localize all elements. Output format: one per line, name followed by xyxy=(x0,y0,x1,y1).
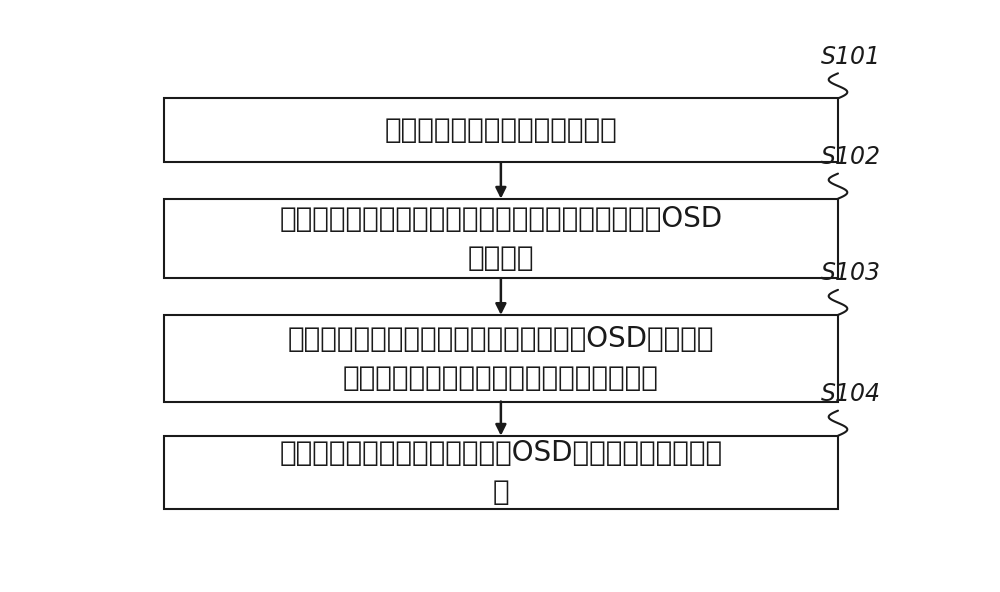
Bar xyxy=(164,315,838,401)
Bar xyxy=(164,436,838,509)
Text: 依据所述故障域名称，获取所述目标节点包含的所有OSD
服务编号: 依据所述故障域名称，获取所述目标节点包含的所有OSD 服务编号 xyxy=(279,205,722,272)
Text: 获取目标节点对应的故障域名称: 获取目标节点对应的故障域名称 xyxy=(384,116,617,144)
Text: S103: S103 xyxy=(820,261,880,285)
Text: 依据存储的编号列表，依次判断各个所述OSD服务编号
与所述编号列表中包括的实际编号是否匹配: 依据存储的编号列表，依次判断各个所述OSD服务编号 与所述编号列表中包括的实际编… xyxy=(288,325,714,392)
Text: 若存在与所述实际编号不匹配的OSD服务编号，则报警提
示: 若存在与所述实际编号不匹配的OSD服务编号，则报警提 示 xyxy=(279,439,722,506)
Text: S104: S104 xyxy=(820,382,880,406)
Bar xyxy=(164,199,838,278)
Text: S101: S101 xyxy=(820,45,880,69)
Bar xyxy=(164,98,838,162)
Text: S102: S102 xyxy=(820,145,880,169)
